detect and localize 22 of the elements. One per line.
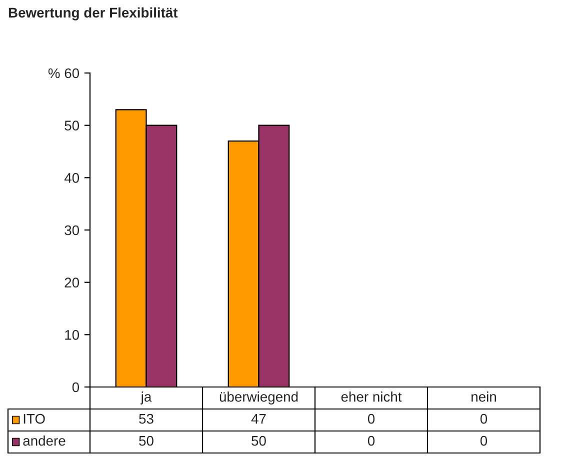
legend-label: ITO xyxy=(24,414,45,424)
chart-title: Bewertung der Flexibilität xyxy=(8,7,178,20)
data-label: 50 xyxy=(139,436,154,446)
x-tick-label: ja xyxy=(140,392,152,404)
legend-label: andere xyxy=(23,436,66,446)
x-tick-label: nein xyxy=(472,392,496,402)
data-label: 0 xyxy=(368,436,375,446)
data-label: 53 xyxy=(139,414,154,424)
data-label: 0 xyxy=(480,414,488,424)
y-tick-label: 0 xyxy=(72,382,80,392)
y-tick-label: 50 xyxy=(64,120,80,131)
y-tick-label: 40 xyxy=(64,173,80,183)
data-label: 0 xyxy=(480,436,488,446)
y-tick-label: 10 xyxy=(65,330,80,340)
data-label: 0 xyxy=(368,414,375,424)
x-tick-label: überwiegend xyxy=(220,392,298,404)
data-label: 50 xyxy=(252,436,266,446)
x-tick-label: eher nicht xyxy=(341,392,402,402)
y-tick-label: 20 xyxy=(64,278,80,288)
y-tick-label: % 60 xyxy=(48,68,80,78)
y-tick-label: 30 xyxy=(64,225,80,236)
data-label: 47 xyxy=(251,414,266,424)
